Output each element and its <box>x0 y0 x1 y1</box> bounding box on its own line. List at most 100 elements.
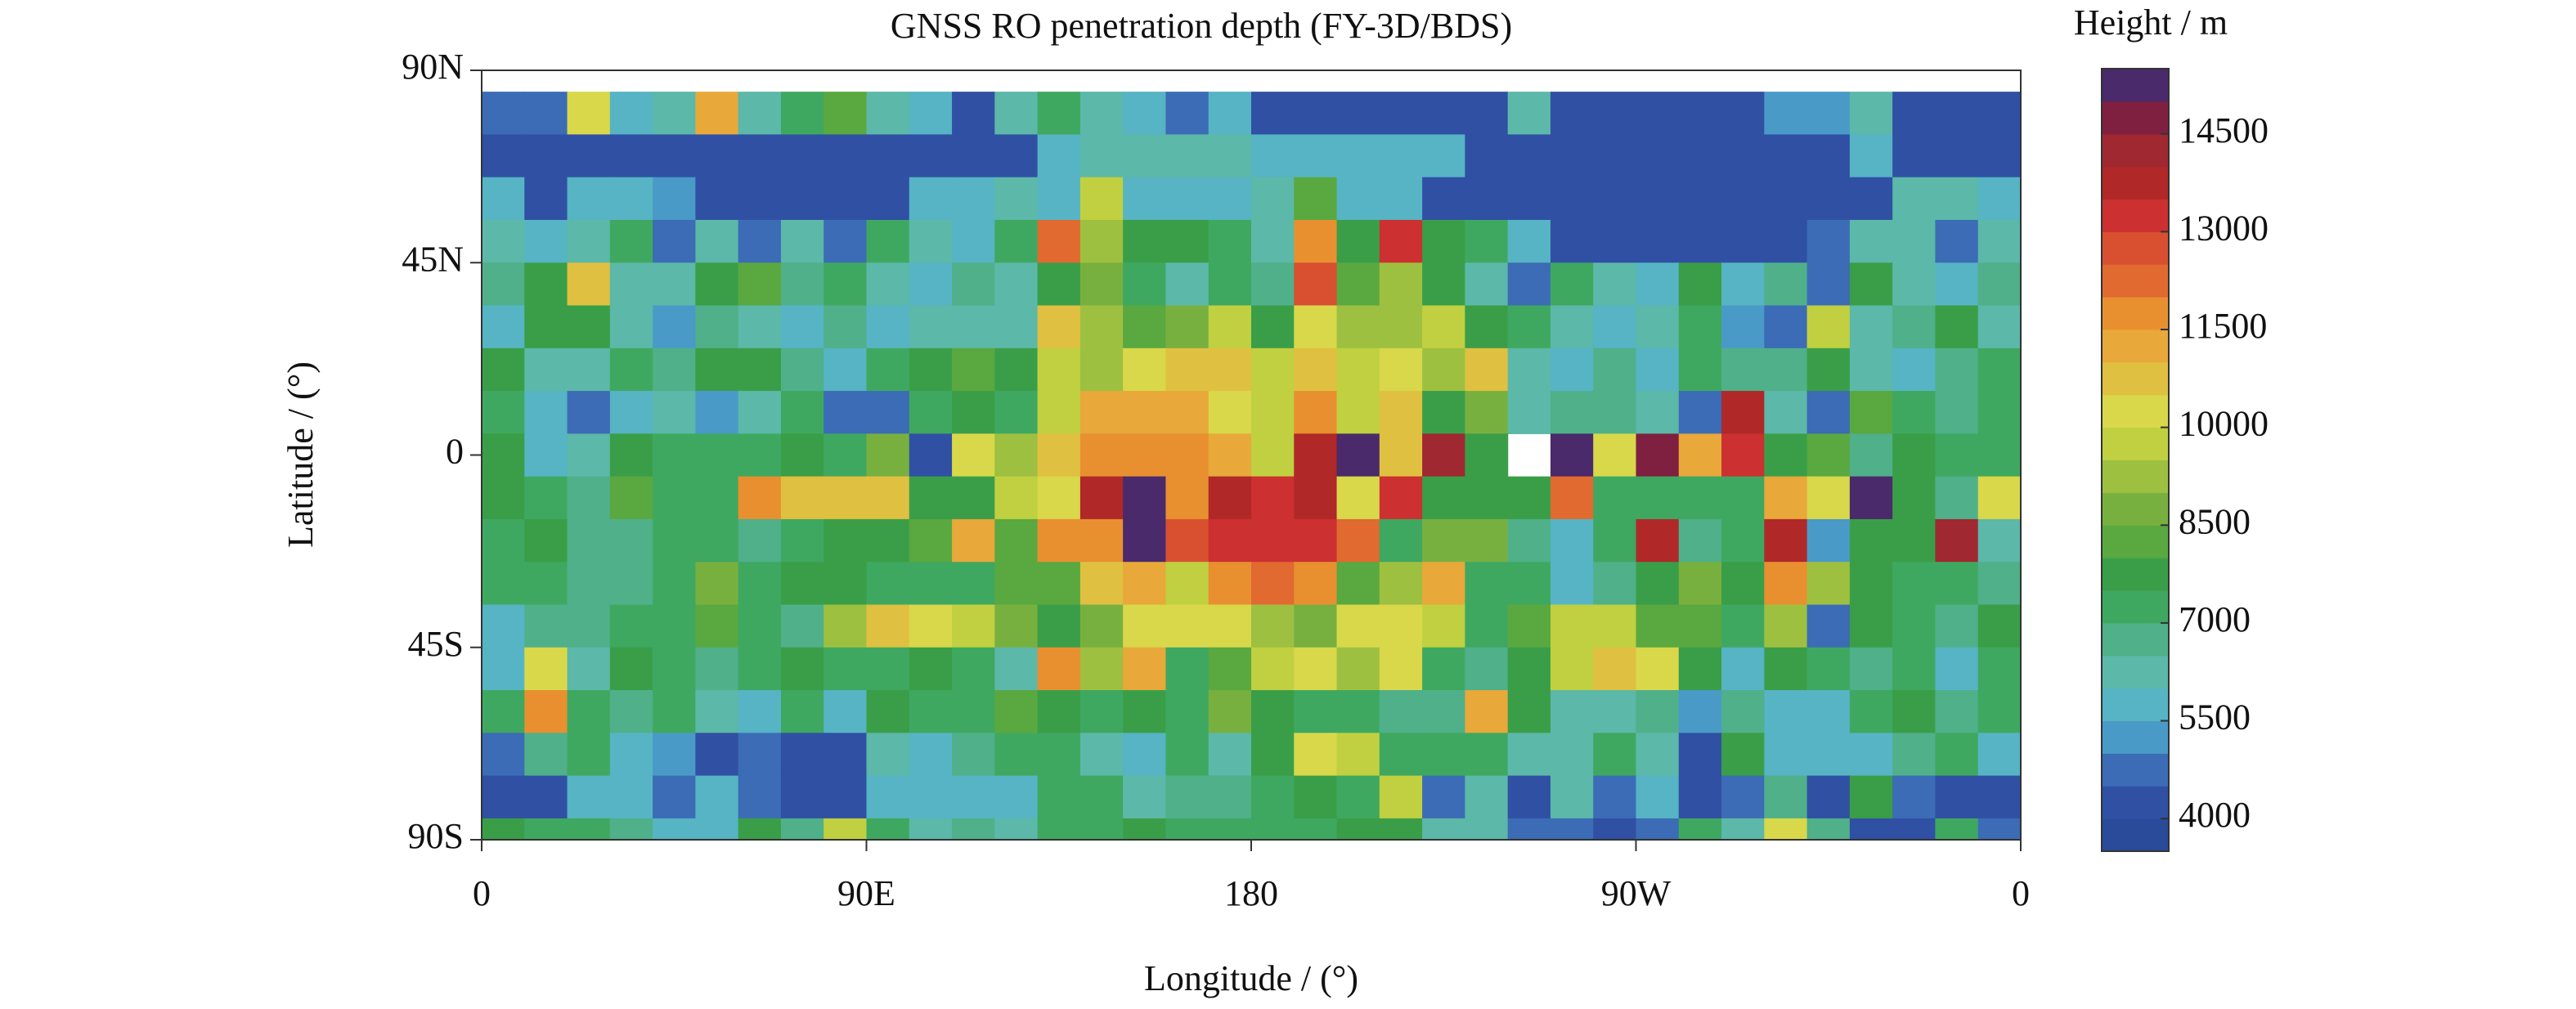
heatmap-cell <box>1935 391 1979 434</box>
heatmap-cell <box>1593 733 1637 777</box>
heatmap-cell <box>1806 647 1851 691</box>
heatmap-cell <box>866 134 910 178</box>
heatmap-cell <box>738 775 782 819</box>
heatmap-cell <box>824 433 868 478</box>
heatmap-cell <box>695 604 739 648</box>
heatmap-cell <box>1165 262 1209 307</box>
heatmap-cell <box>780 262 824 307</box>
heatmap-cell <box>780 391 824 434</box>
heatmap-cell <box>1079 348 1124 392</box>
heatmap-cell <box>1593 476 1637 520</box>
heatmap-cell <box>824 391 868 434</box>
heatmap-cell <box>1208 476 1252 520</box>
heatmap-cell <box>1935 647 1979 691</box>
heatmap-cell <box>1593 262 1637 307</box>
heatmap-cell <box>1336 690 1380 733</box>
heatmap-cell <box>567 262 611 307</box>
heatmap-cell <box>994 134 1039 178</box>
heatmap-cell <box>780 476 824 520</box>
heatmap-cell <box>1678 518 1722 563</box>
heatmap-cell <box>1037 604 1081 648</box>
heatmap-cell <box>609 134 653 178</box>
heatmap-cell <box>1294 92 1338 136</box>
heatmap-cell <box>909 818 953 841</box>
heatmap-cell <box>567 647 611 691</box>
heatmap-cell <box>1678 219 1722 263</box>
colorbar-tick-label: 13000 <box>2179 208 2269 248</box>
heatmap-cell <box>1336 219 1380 263</box>
heatmap-cell <box>994 562 1039 606</box>
heatmap-cell <box>1123 562 1167 606</box>
heatmap-cell <box>653 647 696 691</box>
heatmap-cell <box>482 690 525 733</box>
heatmap-cell <box>1935 134 1979 178</box>
heatmap-cell <box>1977 92 2022 136</box>
heatmap-cell <box>1507 219 1551 263</box>
heatmap-cell <box>1037 219 1081 263</box>
heatmap-cell <box>1123 733 1167 777</box>
heatmap-cell <box>1892 92 1936 136</box>
heatmap-cell <box>1764 647 1808 691</box>
heatmap-cell <box>866 433 910 478</box>
colorbar-segment <box>2102 590 2169 624</box>
heatmap-cell <box>1294 348 1338 392</box>
heatmap-cell <box>1037 177 1081 221</box>
heatmap-cell <box>1507 818 1551 841</box>
heatmap-cell <box>1678 348 1722 392</box>
colorbar-segment <box>2102 427 2169 460</box>
colorbar-segment <box>2102 69 2169 102</box>
heatmap-cell <box>1079 775 1124 819</box>
heatmap-cell <box>1251 604 1295 648</box>
heatmap-cell <box>1336 518 1380 563</box>
heatmap-cell <box>780 348 824 392</box>
heatmap-cell <box>1636 476 1680 520</box>
heatmap-cell <box>609 262 653 307</box>
heatmap-cell <box>653 562 696 606</box>
colorbar-segment <box>2102 133 2169 168</box>
heatmap-cell <box>1379 391 1423 434</box>
heatmap-cell <box>1892 433 1936 478</box>
heatmap-cell <box>952 775 995 819</box>
heatmap-cell <box>1208 562 1252 606</box>
heatmap-cell <box>1037 305 1081 349</box>
heatmap-cell <box>524 391 568 434</box>
heatmap-cell <box>866 348 910 392</box>
heatmap-cell <box>1935 818 1979 841</box>
colorbar-tick-label: 5500 <box>2179 697 2251 738</box>
colorbar-tick-label: 10000 <box>2179 404 2269 444</box>
colorbar-tick-label: 8500 <box>2179 501 2251 541</box>
heatmap-cell <box>1977 219 2022 263</box>
heatmap-cell <box>1208 818 1252 841</box>
heatmap-cell <box>1208 92 1252 136</box>
heatmap-cell <box>1079 476 1124 520</box>
heatmap-cell <box>1977 647 2022 691</box>
heatmap-cell <box>780 818 824 841</box>
heatmap-cell <box>1892 391 1936 434</box>
heatmap-cell <box>1636 391 1680 434</box>
x-tick-label: 180 <box>1224 873 1278 913</box>
heatmap-cell <box>524 134 568 178</box>
heatmap-cell <box>1721 476 1765 520</box>
heatmap-cell <box>738 647 782 691</box>
heatmap-cell <box>1294 476 1338 520</box>
heatmap-cell <box>695 134 739 178</box>
heatmap-cell <box>1764 348 1808 392</box>
heatmap-cell <box>1721 733 1765 777</box>
y-tick-label: 45N <box>402 239 464 279</box>
heatmap-cell <box>482 219 525 263</box>
heatmap-cell <box>1721 775 1765 819</box>
heatmap-cell <box>653 262 696 307</box>
colorbar-segment <box>2102 394 2169 428</box>
heatmap-cell <box>1336 562 1380 606</box>
heatmap-cell <box>609 690 653 733</box>
heatmap-cell <box>1336 348 1380 392</box>
heatmap-cell <box>1806 134 1851 178</box>
heatmap-cell <box>866 818 910 841</box>
heatmap-cell <box>1892 219 1936 263</box>
heatmap-cell <box>1849 348 1893 392</box>
heatmap-cell <box>1636 348 1680 392</box>
heatmap-cell <box>866 733 910 777</box>
heatmap-cell <box>1507 262 1551 307</box>
heatmap-cell <box>738 690 782 733</box>
heatmap-cell <box>1935 262 1979 307</box>
